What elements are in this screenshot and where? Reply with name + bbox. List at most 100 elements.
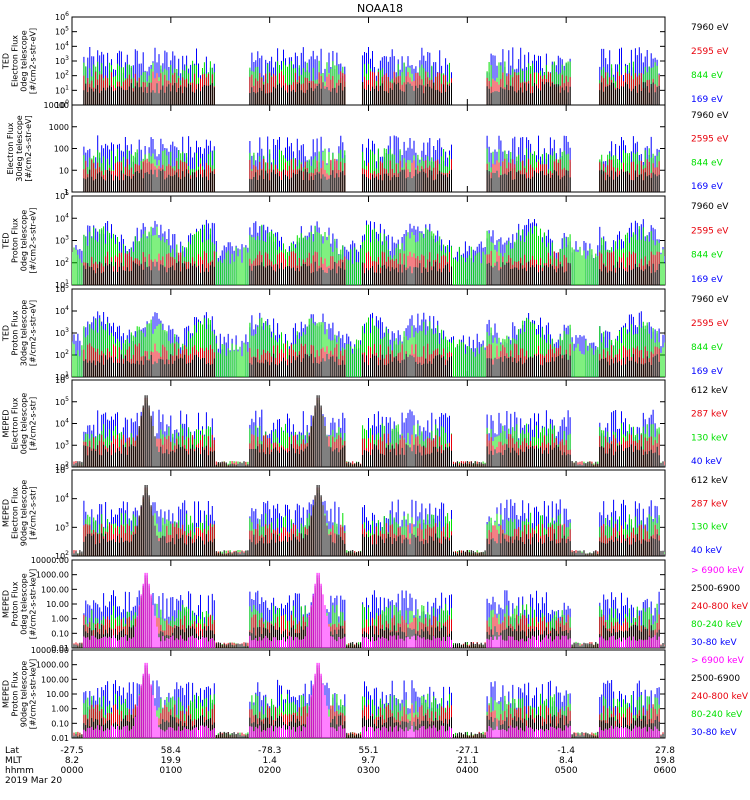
ytick-label: 1.00 [51,615,69,624]
ytick-exponent: 5 [65,396,69,403]
footer-lat: 55.1 [358,746,378,756]
ylabel-line: [#/cm2-s-str-eV] [24,115,33,181]
legend-entry: 7960 eV [691,202,729,212]
ytick-exponent: 3 [65,55,69,62]
series-black [72,395,665,467]
data-traces [72,395,665,467]
legend-entry: 130 keV [691,523,728,533]
footer-row-label: hhmm [5,766,34,776]
ytick-label: 106 [55,11,69,22]
ytick-label: 103 [55,439,69,450]
ytick-exponent: 3 [65,439,69,446]
ylabel-line: TED [2,232,11,249]
ylabel-line: [#/cm2-s-str-eV] [29,28,38,94]
ytick-label: 102 [55,550,69,561]
ylabel-line: [#/cm2-s-str] [29,486,38,539]
footer-mlt: 1.4 [263,756,278,766]
ylabel-line: 0deg telescope [20,30,29,91]
ytick-exponent: 4 [65,40,69,47]
ylabel-line: 90deg telescope [20,480,29,547]
series-magenta [83,572,660,648]
legend-entry: 7960 eV [691,111,729,121]
ytick-exponent: 0 [65,99,69,106]
series-green [83,148,660,192]
legend-entry: 2595 eV [691,226,729,236]
footer-hhmm: 0500 [555,766,578,776]
legend-entry: 169 eV [691,95,724,105]
footer-lat: -27.5 [60,746,83,756]
ytick-exponent: 3 [65,521,69,528]
ylabel-line: 90deg telescope [20,661,29,728]
panel-6: 102 103 104 105 MEPED Electron Flux 90deg tele… [2,464,729,561]
ytick-exponent: 2 [65,70,69,77]
ytick-exponent: 5 [65,464,69,471]
ylabel-line: Electron Flux [6,122,15,174]
ytick-label: 104 [55,493,69,504]
ylabel-line: Proton Flux [11,310,20,355]
ytick-label: 104 [55,305,69,316]
footer-mlt: 8.2 [65,756,79,766]
ytick-label: 100 [54,145,69,154]
ytick-label: 105 [55,464,69,475]
legend-entry: 169 eV [691,275,724,285]
ylabel-line: MEPED [2,680,11,708]
ylabel-line: MEPED [2,590,11,618]
ytick-label: 1000.00 [36,661,69,670]
data-traces [83,47,660,105]
series-blue [83,493,660,556]
series-blue [83,673,660,738]
legend-entry: 169 eV [691,367,724,377]
series-magenta [83,662,660,738]
legend-entry: > 6900 keV [691,566,745,576]
series-blue [83,403,660,467]
ylabel-line: Electron Flux [11,397,20,449]
ytick-label: 101 [55,279,69,290]
ytick-label: 0.01 [51,734,69,743]
series-red [83,158,660,192]
ytick-exponent: 1 [65,84,69,91]
series-black [72,485,665,556]
ylabel-line: MEPED [2,410,11,438]
ytick-label: 1.00 [51,705,69,714]
panel-4: 101 102 103 104 105 TED Proton Flux 30deg teles… [2,283,730,382]
ytick-exponent: 2 [65,257,69,264]
legend-entry: 240-800 keV [691,602,749,612]
series-blue [83,47,660,105]
ytick-label: 100.00 [41,675,69,684]
footer-hhmm: 0000 [61,766,84,776]
ytick-exponent: 2 [65,550,69,557]
ylabel-line: [#/cm2-s-str] [29,397,38,450]
ylabel-line: Proton Flux [11,671,20,716]
legend-entry: 240-800 keV [691,692,749,702]
series-green [83,60,660,105]
footer-hhmm: 0600 [654,766,677,776]
ytick-label: 103 [55,55,69,66]
footer-mlt: 8.4 [559,756,574,766]
ytick-exponent: 2 [65,349,69,356]
footer-lat: -78.3 [258,746,281,756]
footer-mlt: 21.1 [457,756,477,766]
ytick-exponent: 5 [65,283,69,290]
series-black [83,261,660,285]
series-blue [83,583,660,648]
data-traces [72,572,665,648]
ytick-label: 1000.00 [36,571,69,580]
legend-entry: 2500-6900 [691,584,740,594]
ytick-exponent: 4 [65,212,69,219]
ylabel-line: TED [2,53,11,70]
panel-5: 102 103 104 105 106 MEPED Electron Flux 0deg te… [2,374,729,472]
ytick-label: 0.01 [51,644,69,653]
footer-hhmm: 0400 [456,766,479,776]
series-red [83,251,660,285]
ytick-label: 104 [55,418,69,429]
legend-entry: 612 keV [691,386,728,396]
ytick-label: 10.00 [46,690,69,699]
ylabel-line: [#/cm2-s-str-eV] [29,207,38,273]
series-red [83,343,660,377]
ylabel-line: Electron Flux [11,35,20,87]
data-traces [83,135,660,192]
ylabel-line: 30deg telescope [20,300,29,367]
